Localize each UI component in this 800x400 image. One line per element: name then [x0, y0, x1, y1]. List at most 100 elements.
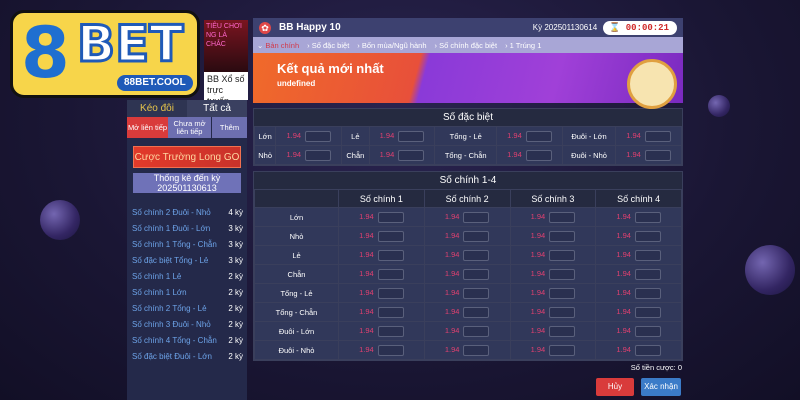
- bet-amount-input[interactable]: [463, 230, 490, 242]
- odds-cell[interactable]: 1.94: [615, 126, 682, 146]
- bet-amount-input[interactable]: [463, 306, 490, 318]
- bet-amount-input[interactable]: [398, 130, 425, 142]
- bet-amount-input[interactable]: [463, 211, 490, 223]
- bet-amount-input[interactable]: [549, 344, 576, 356]
- odds-cell[interactable]: 1.94: [338, 264, 425, 284]
- odds-cell[interactable]: 1.94: [595, 340, 682, 360]
- bet-amount-input[interactable]: [549, 287, 576, 299]
- odds-cell[interactable]: 1.94: [423, 207, 511, 227]
- bet-amount-input[interactable]: [634, 211, 661, 223]
- streak-item[interactable]: Số chính 4 Tổng - Chẵn 2 kỳ: [127, 333, 247, 349]
- bet-amount-input[interactable]: [377, 287, 404, 299]
- streak-item[interactable]: Số đặc biệt Tổng - Lẻ 3 kỳ: [127, 253, 247, 269]
- bet-amount-input[interactable]: [398, 149, 425, 161]
- tab-tat-ca[interactable]: Tất cả: [187, 100, 247, 117]
- odds-cell[interactable]: 1.94: [595, 283, 682, 303]
- odds-cell[interactable]: 1.94: [595, 226, 682, 246]
- bet-amount-input[interactable]: [377, 344, 404, 356]
- streak-item[interactable]: Số chính 2 Đuôi - Nhỏ 4 kỳ: [127, 205, 247, 221]
- bet-amount-input[interactable]: [377, 249, 404, 261]
- odds-cell[interactable]: 1.94: [496, 126, 563, 146]
- odds-cell[interactable]: 1.94: [338, 340, 425, 360]
- odds-cell[interactable]: 1.94: [509, 264, 597, 284]
- cancel-button[interactable]: Hủy: [596, 378, 634, 396]
- bet-amount-input[interactable]: [525, 149, 552, 161]
- odds-cell[interactable]: 1.94: [509, 226, 597, 246]
- odds-cell[interactable]: 1.94: [338, 226, 425, 246]
- bet-amount-input[interactable]: [463, 287, 490, 299]
- odds-cell[interactable]: 1.94: [423, 264, 511, 284]
- odds-cell[interactable]: 1.94: [509, 321, 597, 341]
- odds-cell[interactable]: 1.94: [509, 302, 597, 322]
- bet-amount-input[interactable]: [549, 230, 576, 242]
- odds-cell[interactable]: 1.94: [338, 283, 425, 303]
- promo-caption[interactable]: BB Xổ số trực tuyến: [204, 72, 248, 100]
- bet-amount-input[interactable]: [634, 230, 661, 242]
- bet-amount-input[interactable]: [549, 211, 576, 223]
- bet-amount-input[interactable]: [644, 149, 671, 161]
- gear-icon[interactable]: ✿: [259, 21, 271, 34]
- bet-amount-input[interactable]: [305, 149, 332, 161]
- bet-amount-input[interactable]: [305, 130, 332, 142]
- bet-amount-input[interactable]: [377, 211, 404, 223]
- bet-amount-input[interactable]: [634, 287, 661, 299]
- odds-cell[interactable]: 1.94: [423, 226, 511, 246]
- odds-cell[interactable]: 1.94: [338, 207, 425, 227]
- odds-cell[interactable]: 1.94: [423, 302, 511, 322]
- tab-keo-doi[interactable]: Kéo đôi: [127, 100, 187, 117]
- odds-cell[interactable]: 1.94: [338, 245, 425, 265]
- breadcrumb-item[interactable]: Số đặc biệt: [311, 40, 350, 50]
- odds-cell[interactable]: 1.94: [595, 302, 682, 322]
- bet-amount-input[interactable]: [377, 268, 404, 280]
- promo-banner[interactable]: TIÊU CHƠI NG LÀ CHẮC: [204, 20, 248, 72]
- odds-cell[interactable]: 1.94: [509, 283, 597, 303]
- odds-cell[interactable]: 1.94: [595, 207, 682, 227]
- bet-amount-input[interactable]: [634, 268, 661, 280]
- streak-item[interactable]: Số chính 1 Lớn 2 kỳ: [127, 285, 247, 301]
- subtab-mo-lien-tiep[interactable]: Mở liên tiếp: [127, 117, 168, 138]
- odds-cell[interactable]: 1.94: [595, 264, 682, 284]
- streak-item[interactable]: Số chính 1 Lẻ 2 kỳ: [127, 269, 247, 285]
- breadcrumb-item[interactable]: Bản chính: [265, 40, 300, 50]
- bet-amount-input[interactable]: [549, 306, 576, 318]
- odds-cell[interactable]: 1.94: [368, 145, 436, 165]
- bet-amount-input[interactable]: [463, 325, 490, 337]
- bet-amount-input[interactable]: [634, 249, 661, 261]
- odds-cell[interactable]: 1.94: [595, 245, 682, 265]
- bet-amount-input[interactable]: [463, 268, 490, 280]
- odds-cell[interactable]: 1.94: [338, 302, 425, 322]
- bet-amount-input[interactable]: [463, 344, 490, 356]
- breadcrumb-item[interactable]: Số chính đặc biệt: [439, 40, 498, 50]
- odds-cell[interactable]: 1.94: [275, 126, 343, 146]
- cuoc-truong-long-button[interactable]: Cược Trường Long GO: [133, 146, 241, 168]
- bet-amount-input[interactable]: [634, 325, 661, 337]
- subtab-them[interactable]: Thêm: [212, 117, 247, 138]
- odds-cell[interactable]: 1.94: [275, 145, 343, 165]
- breadcrumb-item[interactable]: 1 Trúng 1: [509, 40, 542, 50]
- odds-cell[interactable]: 1.94: [496, 145, 563, 165]
- breadcrumb-item[interactable]: Bốn mùa/Ngũ hành: [361, 40, 427, 50]
- odds-cell[interactable]: 1.94: [338, 321, 425, 341]
- bet-amount-input[interactable]: [549, 249, 576, 261]
- streak-item[interactable]: Số đặc biệt Đuôi - Lớn 2 kỳ: [127, 349, 247, 365]
- bet-amount-input[interactable]: [549, 268, 576, 280]
- bet-amount-input[interactable]: [644, 130, 671, 142]
- subtab-chua-mo[interactable]: Chưa mở liên tiếp: [168, 117, 212, 138]
- confirm-button[interactable]: Xác nhận: [641, 378, 681, 396]
- bet-amount-input[interactable]: [377, 230, 404, 242]
- odds-cell[interactable]: 1.94: [423, 321, 511, 341]
- streak-item[interactable]: Số chính 1 Tổng - Chẵn 3 kỳ: [127, 237, 247, 253]
- odds-cell[interactable]: 1.94: [368, 126, 436, 146]
- odds-cell[interactable]: 1.94: [595, 321, 682, 341]
- bet-amount-input[interactable]: [377, 306, 404, 318]
- odds-cell[interactable]: 1.94: [509, 207, 597, 227]
- bet-amount-input[interactable]: [634, 344, 661, 356]
- bet-amount-input[interactable]: [377, 325, 404, 337]
- odds-cell[interactable]: 1.94: [509, 340, 597, 360]
- streak-item[interactable]: Số chính 1 Đuôi - Lớn 3 kỳ: [127, 221, 247, 237]
- bet-amount-input[interactable]: [549, 325, 576, 337]
- streak-item[interactable]: Số chính 3 Đuôi - Nhỏ 2 kỳ: [127, 317, 247, 333]
- odds-cell[interactable]: 1.94: [423, 340, 511, 360]
- odds-cell[interactable]: 1.94: [509, 245, 597, 265]
- odds-cell[interactable]: 1.94: [423, 245, 511, 265]
